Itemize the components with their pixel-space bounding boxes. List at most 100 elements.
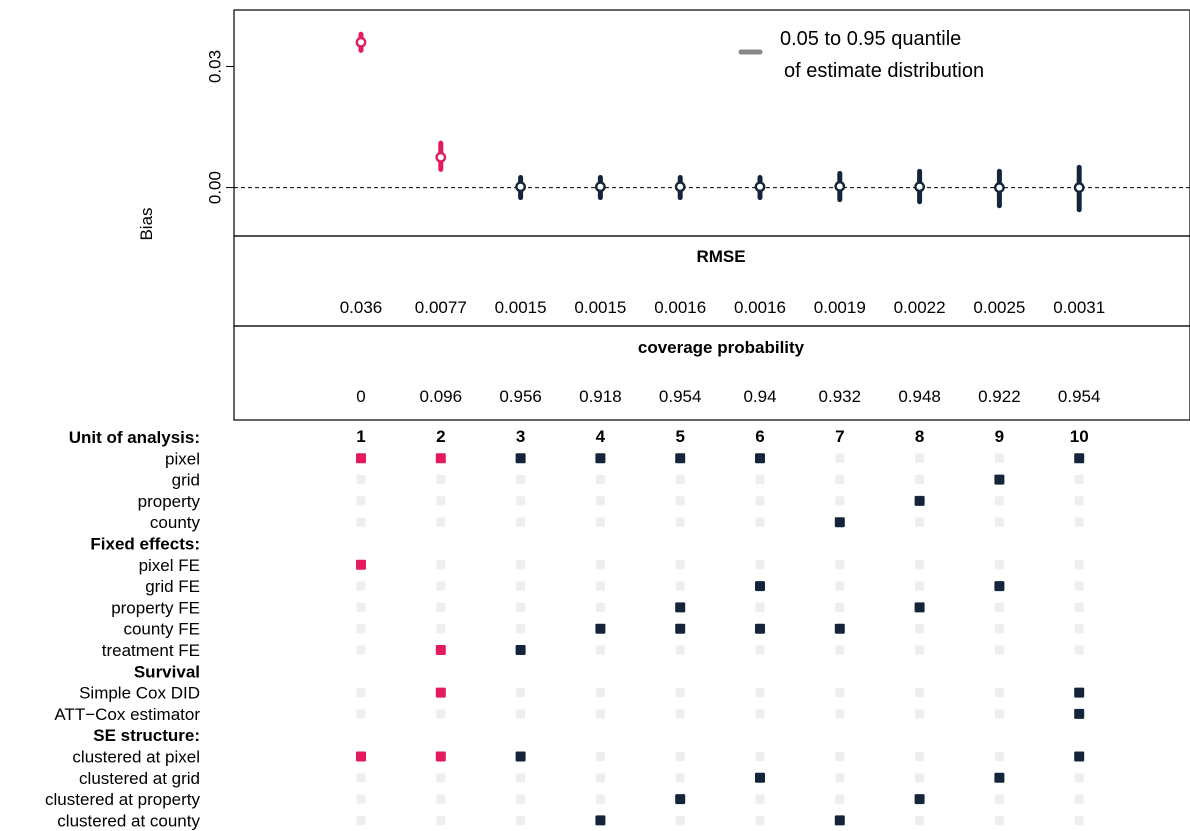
cell-grid-1 (356, 475, 366, 485)
cell-clustered-at-grid-5 (675, 773, 685, 783)
cell-clustered-at-property-5 (675, 794, 686, 805)
cell-treatment-fe-1 (356, 645, 366, 655)
coverage-panel-title: coverage probability (638, 338, 805, 357)
cell-county-7 (834, 517, 845, 528)
cell-grid-fe-4 (595, 581, 605, 591)
cell-pixel-fe-7 (835, 560, 845, 570)
rmse-value-7: 0.0019 (814, 298, 866, 317)
cell-treatment-fe-9 (994, 645, 1004, 655)
cell-att-cox-estimator-9 (994, 709, 1004, 719)
coverage-panel-frame (233, 325, 1190, 421)
cell-clustered-at-grid-6 (755, 772, 765, 783)
spec-number-7: 7 (835, 427, 844, 446)
row-label-clustered-at-grid: clustered at grid (79, 769, 200, 788)
cell-pixel-10 (1074, 453, 1085, 464)
cell-clustered-at-county-9 (994, 815, 1004, 825)
cell-county-fe-4 (595, 623, 606, 634)
rmse-panel-title: RMSE (696, 247, 745, 266)
row-label-pixel: pixel (165, 449, 200, 468)
spec-number-2: 2 (436, 427, 445, 446)
coverage-value-10: 0.954 (1058, 387, 1101, 406)
spec-number-5: 5 (675, 427, 684, 446)
cell-property-6 (755, 496, 765, 506)
cell-county-fe-9 (994, 624, 1004, 634)
rmse-value-8: 0.0022 (894, 298, 946, 317)
row-label-property-fe: property FE (111, 598, 200, 617)
rmse-value-3: 0.0015 (495, 298, 547, 317)
specification-grid: Unit of analysis: pixel grid property county… (45, 428, 1085, 830)
rmse-panel: RMSE 0.036 0.0077 0.0015 0.0015 0.0016 0.0016… (233, 235, 1190, 327)
coverage-value-5: 0.954 (659, 387, 702, 406)
row-label-clustered-at-property: clustered at property (45, 790, 200, 809)
cell-pixel-fe-3 (516, 560, 526, 570)
cell-clustered-at-pixel-3 (515, 751, 526, 762)
cell-clustered-at-county-3 (516, 815, 526, 825)
row-label-att-cox-estimator: ATT−Cox estimator (54, 705, 200, 724)
cell-clustered-at-county-10 (1074, 815, 1084, 825)
cell-county-4 (595, 517, 605, 527)
cell-county-fe-3 (516, 624, 526, 634)
cell-treatment-fe-3 (515, 645, 526, 655)
cell-clustered-at-county-6 (755, 815, 765, 825)
row-label-clustered-at-pixel: clustered at pixel (72, 748, 200, 767)
cell-pixel-6 (755, 453, 765, 464)
cell-property-fe-10 (1074, 602, 1084, 612)
cell-county-2 (436, 517, 446, 527)
coverage-value-3: 0.956 (499, 387, 542, 406)
cell-clustered-at-county-2 (436, 815, 446, 825)
cell-grid-4 (595, 475, 605, 485)
legend: 0.05 to 0.95 quantile of estimate distri… (738, 28, 984, 82)
cell-clustered-at-county-1 (356, 815, 366, 825)
cell-att-cox-estimator-1 (356, 709, 366, 719)
cell-county-8 (915, 517, 925, 527)
coverage-value-2: 0.096 (420, 387, 463, 406)
cell-pixel-fe-6 (755, 560, 765, 570)
row-label-county: county (150, 513, 201, 532)
cell-pixel-fe-4 (595, 560, 605, 570)
cell-pixel-fe-2 (436, 560, 446, 570)
coverage-values: 0 0.096 0.956 0.918 0.954 0.94 0.932 0.948 0.922… (356, 387, 1100, 406)
cell-property-9 (994, 496, 1004, 506)
cell-simple-cox-did-6 (755, 688, 765, 698)
row-label-treatment-fe: treatment FE (102, 641, 200, 660)
cell-grid-8 (915, 475, 925, 485)
cell-pixel-3 (515, 453, 526, 464)
cell-county-fe-10 (1074, 624, 1084, 634)
bias-point-9 (994, 182, 1005, 193)
cell-clustered-at-pixel-4 (595, 752, 605, 761)
cell-property-fe-2 (436, 602, 446, 612)
cell-treatment-fe-10 (1074, 645, 1084, 655)
cell-property-1 (356, 496, 366, 506)
cell-property-7 (835, 496, 845, 506)
cell-treatment-fe-7 (835, 645, 845, 655)
cell-grid-fe-7 (835, 581, 845, 591)
cell-clustered-at-pixel-10 (1074, 751, 1085, 762)
group-label-se-structure: SE structure: (93, 726, 200, 745)
spec-number-1: 1 (356, 427, 365, 446)
coverage-value-6: 0.94 (743, 387, 776, 406)
cell-county-fe-8 (915, 624, 925, 634)
cell-pixel-fe-10 (1074, 560, 1084, 570)
coverage-value-8: 0.948 (898, 387, 941, 406)
cell-property-5 (675, 496, 685, 506)
cell-grid-fe-2 (436, 581, 446, 591)
bias-point-1 (355, 36, 367, 48)
cell-clustered-at-county-5 (675, 815, 685, 825)
cell-pixel-fe-8 (915, 560, 925, 570)
rmse-value-10: 0.0031 (1053, 298, 1105, 317)
cell-county-fe-5 (675, 623, 686, 634)
cell-grid-fe-6 (755, 581, 765, 592)
row-label-clustered-at-county: clustered at county (57, 811, 200, 830)
cell-treatment-fe-8 (915, 645, 925, 655)
cell-pixel-8 (915, 453, 925, 463)
cell-county-6 (755, 517, 765, 527)
cell-pixel-5 (675, 453, 686, 464)
cell-clustered-at-property-4 (595, 794, 605, 804)
cell-grid-fe-1 (356, 581, 366, 591)
cell-clustered-at-property-3 (516, 794, 526, 804)
row-label-pixel-fe: pixel FE (139, 556, 200, 575)
cell-property-fe-5 (675, 602, 686, 613)
cell-grid-3 (516, 475, 526, 485)
cell-clustered-at-county-4 (595, 815, 606, 826)
